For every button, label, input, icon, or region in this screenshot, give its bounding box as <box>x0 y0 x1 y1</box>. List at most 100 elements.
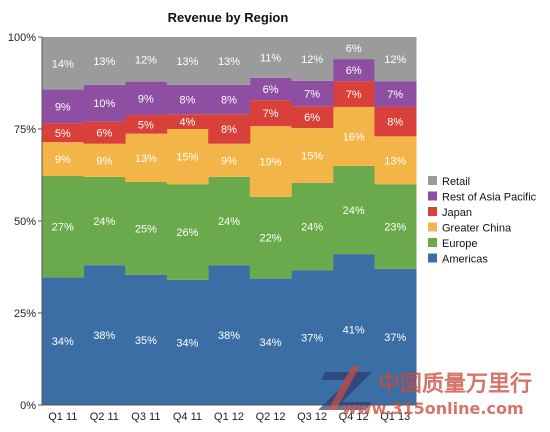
data-label: 7% <box>346 89 362 101</box>
segment <box>42 123 85 143</box>
segment <box>42 89 85 124</box>
data-label: 7% <box>387 89 403 101</box>
segment <box>291 270 334 405</box>
segment <box>332 165 375 255</box>
legend-label: Rest of Asia Pacific <box>442 192 537 204</box>
data-label: 5% <box>138 119 154 131</box>
watermark-logo-icon <box>318 366 372 410</box>
data-label: 8% <box>387 117 403 129</box>
y-tick-label: 75% <box>14 124 36 136</box>
series-rest-of-asia-pacific <box>42 59 417 124</box>
segment <box>166 184 209 280</box>
segment <box>291 128 334 183</box>
legend-swatch <box>428 176 437 185</box>
data-label: 25% <box>135 223 157 235</box>
series-retail <box>42 37 417 90</box>
watermark-text: 中国质量万里行 <box>378 371 532 397</box>
data-label: 16% <box>343 131 365 143</box>
segment <box>249 37 292 78</box>
legend-swatch <box>428 191 437 201</box>
data-label: 9% <box>96 155 112 167</box>
series-japan <box>42 81 417 144</box>
data-label: 34% <box>52 336 74 348</box>
y-tick-label: 50% <box>14 216 36 228</box>
series-europe <box>42 165 417 280</box>
segment <box>83 176 126 266</box>
data-label: 34% <box>260 337 282 349</box>
legend-item: Greater China <box>428 222 512 235</box>
segment <box>208 114 251 144</box>
x-tick-label: Q3 11 <box>131 411 160 423</box>
segment <box>83 143 126 177</box>
data-label: 22% <box>260 233 282 245</box>
segment <box>291 106 334 129</box>
data-label: 8% <box>179 95 195 107</box>
data-label: 6% <box>96 128 112 140</box>
series-greater-china <box>42 106 417 197</box>
segment <box>42 37 85 90</box>
data-label: 15% <box>301 150 323 162</box>
x-tick-label: Q1 11 <box>48 411 77 423</box>
x-tick-label: Q1 13 <box>380 411 410 423</box>
segment <box>83 84 126 122</box>
legend-swatch <box>428 253 437 263</box>
data-label: 34% <box>176 337 198 349</box>
segment <box>208 176 251 266</box>
data-label: 6% <box>304 112 320 124</box>
segment <box>83 37 126 85</box>
segment <box>374 81 417 107</box>
segment <box>208 84 251 115</box>
segment <box>249 100 292 127</box>
segment <box>332 37 375 60</box>
segment <box>291 37 334 81</box>
legend-item: Rest of Asia Pacific <box>428 191 537 204</box>
segment <box>374 268 417 405</box>
data-label: 13% <box>218 56 240 68</box>
data-label: 13% <box>93 56 115 68</box>
x-tick-label: Q3 12 <box>297 411 327 423</box>
segment <box>125 115 168 134</box>
segment <box>208 265 251 405</box>
y-tick-label: 100% <box>8 32 36 44</box>
segment <box>125 133 168 182</box>
data-label: 41% <box>343 325 365 337</box>
data-label: 24% <box>218 216 240 228</box>
segment <box>291 80 334 107</box>
data-label: 24% <box>301 221 323 233</box>
segment <box>83 121 126 144</box>
plot-area: 34% 38% 35% 34% 38% 34% 37% 41% 37% 27% 24% 25% 26% 2… <box>42 37 417 405</box>
data-label: 19% <box>260 157 282 169</box>
x-tick-label: Q2 12 <box>256 411 286 423</box>
segment <box>374 106 417 137</box>
segment <box>125 274 168 405</box>
legend-swatch <box>428 238 437 247</box>
segment <box>125 81 168 116</box>
x-tick-label: Q1 12 <box>214 411 244 423</box>
x-tick-label: Q4 11 <box>173 411 202 423</box>
data-label: 26% <box>176 227 198 239</box>
data-label: 8% <box>221 124 237 136</box>
data-label: 27% <box>52 222 74 234</box>
data-label: 4% <box>179 117 195 129</box>
data-label: 6% <box>346 65 362 77</box>
segment <box>166 129 209 185</box>
chart-title: Revenue by Region <box>168 10 289 25</box>
segment <box>332 59 375 82</box>
data-label: 38% <box>218 330 240 342</box>
segment <box>83 265 126 405</box>
legend-label: Greater China <box>442 223 512 235</box>
data-label: 7% <box>263 108 279 120</box>
data-label: 9% <box>55 154 71 166</box>
data-label: 10% <box>93 98 115 110</box>
y-axis: 0% 25% 50% 75% 100% <box>8 32 43 412</box>
segment <box>166 37 209 85</box>
data-label: 12% <box>384 54 406 66</box>
segment <box>166 114 209 129</box>
segment <box>125 181 168 275</box>
legend-item: Europe <box>428 238 477 250</box>
segment <box>374 37 417 82</box>
data-label: 35% <box>135 335 157 347</box>
x-tick-label: Q2 11 <box>90 411 119 423</box>
data-label: 24% <box>93 216 115 228</box>
